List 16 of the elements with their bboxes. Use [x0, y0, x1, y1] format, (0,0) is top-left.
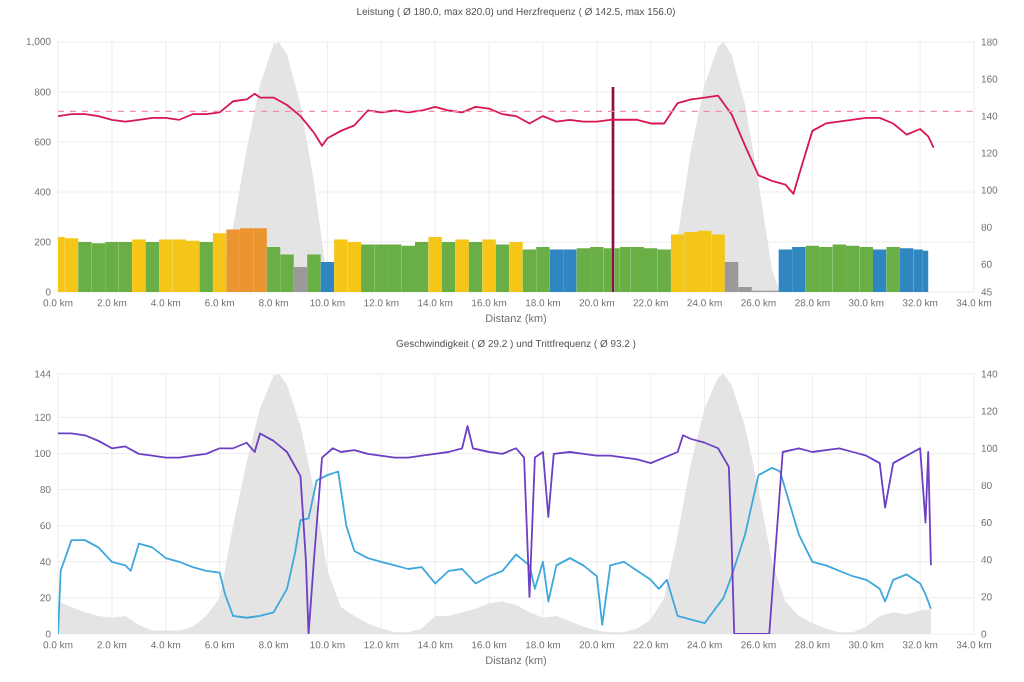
bar	[293, 266, 308, 292]
bar	[132, 239, 146, 292]
bar	[212, 233, 227, 292]
bar	[307, 254, 321, 292]
bar	[455, 239, 469, 292]
bar	[441, 241, 456, 292]
bar	[495, 244, 510, 292]
bar	[320, 261, 335, 292]
bar	[199, 241, 213, 292]
bar	[145, 241, 160, 292]
bar	[886, 246, 900, 292]
bar	[509, 241, 523, 292]
bar	[428, 236, 442, 292]
bar	[872, 249, 887, 292]
bar	[482, 239, 496, 292]
bar	[468, 241, 483, 292]
